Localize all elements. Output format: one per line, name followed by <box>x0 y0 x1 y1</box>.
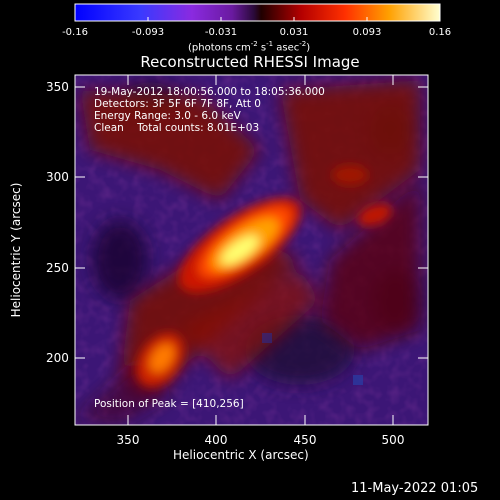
colorbar-tick: -0.16 <box>62 27 88 38</box>
info-total-counts: Clean Total counts: 8.01E+03 <box>94 122 260 134</box>
colorbar-unit: (photons cm-2 s-1 asec-2) <box>188 40 311 54</box>
colorbar-tick: -0.093 <box>131 27 165 38</box>
footer-timestamp: 11-May-2022 01:05 <box>351 481 479 496</box>
info-time-range: 19-May-2012 18:00:56.000 to 18:05:36.000 <box>94 86 325 98</box>
peak-position: Position of Peak = [410,256] <box>94 398 244 410</box>
colorbar-tick: 0.031 <box>279 27 309 38</box>
x-tick-label: 450 <box>293 433 317 447</box>
colorbar-tick: 0.16 <box>428 27 452 38</box>
image-title: Reconstructed RHESSI Image <box>140 53 360 71</box>
y-tick-label: 200 <box>46 351 69 365</box>
info-detectors: Detectors: 3F 5F 6F 7F 8F, Att 0 <box>94 98 261 110</box>
y-tick-label: 250 <box>46 261 69 275</box>
colorbar-tick: 0.093 <box>352 27 382 38</box>
y-tick-label: 300 <box>46 170 69 184</box>
colorbar-tick: -0.031 <box>204 27 238 38</box>
y-axis-label: Heliocentric Y (arcsec) <box>9 182 23 318</box>
x-tick-label: 350 <box>116 433 140 447</box>
x-tick-label: 500 <box>381 433 405 447</box>
x-axis-label: Heliocentric X (arcsec) <box>173 448 309 462</box>
y-tick-label: 350 <box>46 80 69 94</box>
info-energy-range: Energy Range: 3.0 - 6.0 keV <box>94 110 241 122</box>
colorbar <box>74 3 441 22</box>
x-tick-label: 400 <box>204 433 228 447</box>
